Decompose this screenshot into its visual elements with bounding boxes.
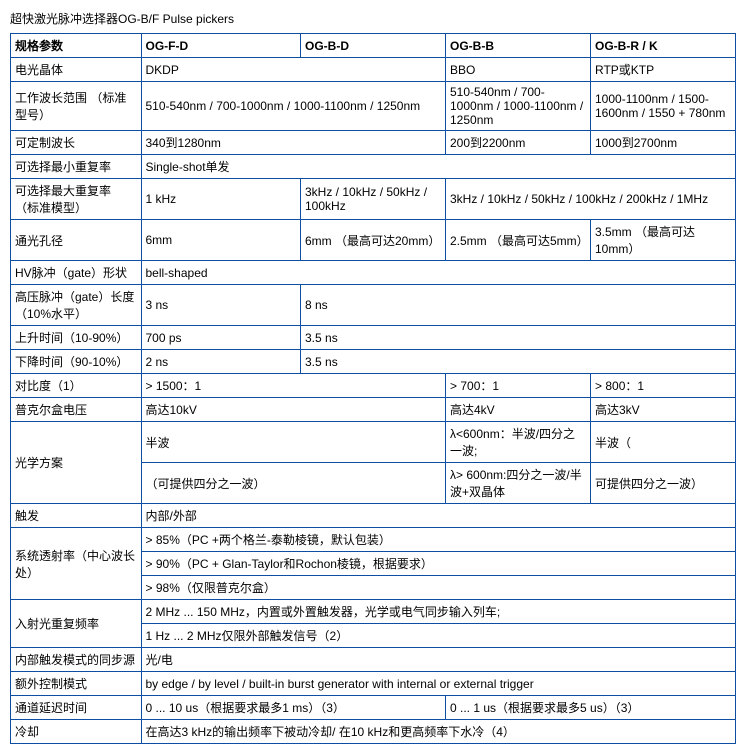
table-row: 内部触发模式的同步源 光/电 <box>11 648 736 672</box>
cell: 光/电 <box>141 648 736 672</box>
cell: 0 ... 10 us（根据要求最多1 ms）（3） <box>141 696 446 720</box>
table-row: 光学方案 半波 λ<600nm：半波/四分之一波; 半波（ <box>11 422 736 463</box>
row-label: 工作波长范围 （标准型号） <box>11 82 142 131</box>
cell: > 700：1 <box>446 374 591 398</box>
table-header-row: 规格参数 OG-F-D OG-B-D OG-B-B OG-B-R / K <box>11 34 736 58</box>
cell: 1 Hz ... 2 MHz仅限外部触发信号（2） <box>141 624 736 648</box>
table-row: HV脉冲（gate）形状 bell-shaped <box>11 261 736 285</box>
row-label: 触发 <box>11 504 142 528</box>
cell: 700 ps <box>141 326 301 350</box>
row-label: 额外控制模式 <box>11 672 142 696</box>
row-label: 下降时间（90-10%） <box>11 350 142 374</box>
row-label: 对比度（1） <box>11 374 142 398</box>
cell: 200到2200nm <box>446 131 591 155</box>
table-row: 高压脉冲（gate）长度（10%水平） 3 ns 8 ns <box>11 285 736 326</box>
table-row: 入射光重复频率 2 MHz ... 150 MHz，内置或外置触发器，光学或电气… <box>11 600 736 624</box>
col-header: OG-B-D <box>301 34 446 58</box>
cell: 在高达3 kHz的输出频率下被动冷却/ 在10 kHz和更高频率下水冷（4） <box>141 720 736 744</box>
cell: 1000-1100nm / 1500-1600nm / 1550 + 780nm <box>591 82 736 131</box>
row-label: 光学方案 <box>11 422 142 504</box>
spec-table: 规格参数 OG-F-D OG-B-D OG-B-B OG-B-R / K 电光晶… <box>10 33 736 744</box>
col-header: OG-B-R / K <box>591 34 736 58</box>
table-row: 额外控制模式 by edge / by level / built-in bur… <box>11 672 736 696</box>
table-row: 对比度（1） > 1500：1 > 700：1 > 800：1 <box>11 374 736 398</box>
cell: 0 ... 1 us（根据要求最多5 us）（3） <box>446 696 736 720</box>
cell: 2.5mm （最高可达5mm） <box>446 220 591 261</box>
cell: 510-540nm / 700-1000nm / 1000-1100nm / 1… <box>446 82 591 131</box>
cell: > 1500：1 <box>141 374 446 398</box>
cell: 高达3kV <box>591 398 736 422</box>
cell: > 90%（PC + Glan-Taylor和Rochon棱镜，根据要求） <box>141 552 736 576</box>
cell: 1 kHz <box>141 179 301 220</box>
row-label: 可选择最大重复率 （标准模型） <box>11 179 142 220</box>
row-label: 电光晶体 <box>11 58 142 82</box>
row-label: 普克尔盒电压 <box>11 398 142 422</box>
cell: > 98%（仅限普克尔盒） <box>141 576 736 600</box>
cell: BBO <box>446 58 591 82</box>
cell: 3.5 ns <box>301 326 736 350</box>
table-row: 可定制波长 340到1280nm 200到2200nm 1000到2700nm <box>11 131 736 155</box>
row-label: 内部触发模式的同步源 <box>11 648 142 672</box>
table-row: 通光孔径 6mm 6mm （最高可达20mm） 2.5mm （最高可达5mm） … <box>11 220 736 261</box>
table-row: 下降时间（90-10%） 2 ns 3.5 ns <box>11 350 736 374</box>
cell: Single-shot单发 <box>141 155 736 179</box>
table-row: 可选择最大重复率 （标准模型） 1 kHz 3kHz / 10kHz / 50k… <box>11 179 736 220</box>
cell: > 85%（PC +两个格兰-泰勒棱镜，默认包装） <box>141 528 736 552</box>
cell: 6mm <box>141 220 301 261</box>
table-row: 系统透射率（中心波长处） > 85%（PC +两个格兰-泰勒棱镜，默认包装） <box>11 528 736 552</box>
cell: DKDP <box>141 58 446 82</box>
table-row: 触发 内部/外部 <box>11 504 736 528</box>
cell: 6mm （最高可达20mm） <box>301 220 446 261</box>
table-row: 可选择最小重复率 Single-shot单发 <box>11 155 736 179</box>
cell: bell-shaped <box>141 261 736 285</box>
cell: 1000到2700nm <box>591 131 736 155</box>
cell: 2 ns <box>141 350 301 374</box>
cell: 半波 <box>141 422 446 463</box>
col-header: 规格参数 <box>11 34 142 58</box>
cell: （可提供四分之一波） <box>141 463 446 504</box>
cell: 3kHz / 10kHz / 50kHz / 100kHz / 200kHz /… <box>446 179 736 220</box>
cell: 高达10kV <box>141 398 446 422</box>
table-row: 普克尔盒电压 高达10kV 高达4kV 高达3kV <box>11 398 736 422</box>
row-label: 上升时间（10-90%） <box>11 326 142 350</box>
row-label: HV脉冲（gate）形状 <box>11 261 142 285</box>
cell: 8 ns <box>301 285 736 326</box>
page-title: 超快激光脉冲选择器OG-B/F Pulse pickers <box>10 10 736 27</box>
cell: by edge / by level / built-in burst gene… <box>141 672 736 696</box>
cell: RTP或KTP <box>591 58 736 82</box>
cell: 510-540nm / 700-1000nm / 1000-1100nm / 1… <box>141 82 446 131</box>
cell: 内部/外部 <box>141 504 736 528</box>
row-label: 高压脉冲（gate）长度（10%水平） <box>11 285 142 326</box>
col-header: OG-F-D <box>141 34 301 58</box>
cell: 可提供四分之一波） <box>591 463 736 504</box>
row-label: 可定制波长 <box>11 131 142 155</box>
table-row: 上升时间（10-90%） 700 ps 3.5 ns <box>11 326 736 350</box>
cell: 2 MHz ... 150 MHz，内置或外置触发器，光学或电气同步输入列车; <box>141 600 736 624</box>
cell: 半波（ <box>591 422 736 463</box>
cell: > 800：1 <box>591 374 736 398</box>
cell: λ<600nm：半波/四分之一波; <box>446 422 591 463</box>
cell: 3.5 ns <box>301 350 736 374</box>
row-label: 冷却 <box>11 720 142 744</box>
table-row: 冷却 在高达3 kHz的输出频率下被动冷却/ 在10 kHz和更高频率下水冷（4… <box>11 720 736 744</box>
cell: 3 ns <box>141 285 301 326</box>
cell: 3.5mm （最高可达10mm） <box>591 220 736 261</box>
row-label: 系统透射率（中心波长处） <box>11 528 142 600</box>
row-label: 入射光重复频率 <box>11 600 142 648</box>
cell: 340到1280nm <box>141 131 446 155</box>
cell: 高达4kV <box>446 398 591 422</box>
row-label: 通光孔径 <box>11 220 142 261</box>
cell: λ> 600nm:四分之一波/半波+双晶体 <box>446 463 591 504</box>
col-header: OG-B-B <box>446 34 591 58</box>
row-label: 可选择最小重复率 <box>11 155 142 179</box>
row-label: 通道延迟时间 <box>11 696 142 720</box>
table-row: 通道延迟时间 0 ... 10 us（根据要求最多1 ms）（3） 0 ... … <box>11 696 736 720</box>
cell: 3kHz / 10kHz / 50kHz / 100kHz <box>301 179 446 220</box>
table-row: 电光晶体 DKDP BBO RTP或KTP <box>11 58 736 82</box>
table-row: 工作波长范围 （标准型号） 510-540nm / 700-1000nm / 1… <box>11 82 736 131</box>
